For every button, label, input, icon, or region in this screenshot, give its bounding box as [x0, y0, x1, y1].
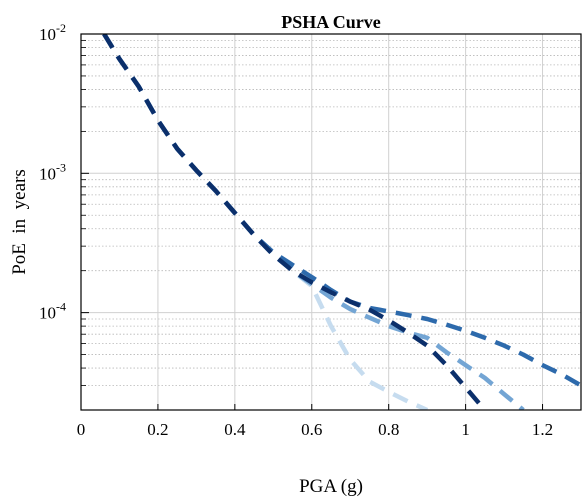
- x-tick-label: 1: [461, 420, 470, 439]
- y-tick-label: 10-4: [39, 300, 66, 323]
- y-axis-title: PoE in years: [9, 169, 30, 275]
- x-tick-label: 0: [77, 420, 86, 439]
- x-tick-label: 0.8: [378, 420, 399, 439]
- x-tick-label: 0.6: [301, 420, 322, 439]
- plot-area: [81, 34, 581, 410]
- y-tick-label: 10-2: [39, 21, 66, 44]
- grid: [81, 33, 581, 410]
- x-tick-label: 1.2: [532, 420, 553, 439]
- series-layer: [102, 34, 581, 410]
- x-tick-label: 0.4: [224, 420, 246, 439]
- x-tick-label: 0.2: [147, 420, 168, 439]
- ticks: 0 0.2 0.4 0.6 0.8 1 1.2 10-4 10-3 10-2: [39, 21, 553, 439]
- series-line-1: [102, 34, 487, 410]
- x-axis-title: PGA (g): [299, 476, 363, 497]
- chart-title: PSHA Curve: [281, 12, 381, 32]
- y-tick-label: 10-3: [39, 160, 66, 183]
- plot-frame: [80, 33, 582, 411]
